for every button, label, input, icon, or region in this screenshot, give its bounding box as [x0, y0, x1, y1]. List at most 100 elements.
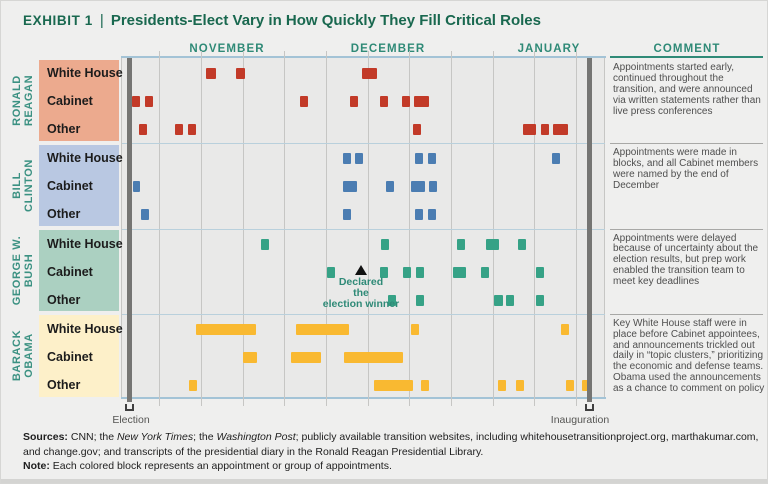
appointment-block	[561, 323, 569, 335]
annotation-line: the	[353, 287, 369, 299]
appointment-block	[343, 153, 351, 165]
month-header-january: JANUARY	[517, 43, 581, 55]
election-bracket-icon	[125, 404, 134, 411]
comment-separator	[610, 143, 763, 144]
inauguration-label: Inauguration	[550, 414, 610, 426]
election-label: Election	[112, 414, 150, 426]
appointment-block	[300, 96, 308, 107]
appointment-block	[566, 379, 574, 391]
gridline	[493, 51, 494, 406]
appointment-block	[457, 238, 465, 250]
appointment-block	[516, 379, 524, 391]
appointment-block	[355, 153, 363, 165]
president-name: BILL CLINTON	[10, 158, 35, 212]
appointment-block	[414, 96, 429, 107]
appointment-block	[486, 238, 499, 250]
sources-text: Sources: CNN; the New York Times; the Wa…	[23, 431, 759, 458]
band-separator	[122, 143, 605, 144]
footer-notes: Sources: CNN; the New York Times; the Wa…	[23, 430, 765, 474]
row-label: Other	[47, 377, 81, 392]
comment-column-rule	[610, 56, 763, 58]
president-label-box	[39, 144, 119, 226]
appointment-block	[553, 124, 568, 135]
appointment-block	[415, 209, 423, 221]
appointment-block	[206, 68, 216, 79]
appointment-block	[415, 153, 423, 165]
plot-bottom-border	[121, 397, 606, 399]
appointment-block	[243, 351, 257, 363]
declared-winner-annotation: Declared the election winner	[301, 277, 421, 310]
appointment-block	[552, 153, 560, 165]
appointment-block	[350, 96, 358, 107]
gridline	[284, 51, 285, 406]
appointment-block	[536, 266, 544, 278]
triangle-marker-icon	[355, 265, 367, 275]
inauguration-bar	[587, 58, 592, 402]
exhibit-label: EXHIBIT 1	[23, 13, 93, 28]
appointment-block	[402, 96, 410, 107]
gridline	[409, 51, 410, 406]
comment-separator	[610, 314, 763, 315]
appointment-block	[388, 294, 396, 306]
appointment-block	[403, 266, 411, 278]
appointment-block	[481, 266, 489, 278]
president-comment: Appointments started early, continued th…	[613, 62, 761, 117]
annotation-line: Declared	[338, 276, 384, 288]
annotation-line: election winner	[322, 298, 400, 310]
appointment-block	[506, 294, 514, 306]
row-label: White House	[47, 66, 123, 80]
appointment-block	[411, 181, 425, 193]
appointment-block	[381, 238, 389, 250]
appointment-block	[296, 323, 349, 335]
president-comment: Key White House staff were in place befo…	[613, 317, 765, 395]
appointment-block	[189, 379, 197, 391]
figure-title: EXHIBIT 1 | Presidents-Elect Vary in How Q…	[23, 12, 541, 29]
row-label: Cabinet	[47, 179, 93, 194]
gridline	[159, 51, 160, 406]
gridline	[576, 51, 577, 406]
appointment-block	[386, 181, 394, 193]
appointment-block	[344, 351, 403, 363]
row-label: White House	[47, 321, 123, 336]
note-text: Note: Each colored block represents an a…	[23, 460, 392, 472]
appointment-block	[523, 124, 536, 135]
appointment-block	[188, 124, 196, 135]
gridline	[201, 51, 202, 406]
election-bar	[127, 58, 132, 402]
row-label: White House	[47, 151, 123, 166]
appointment-block	[291, 351, 321, 363]
row-label: Cabinet	[47, 264, 93, 279]
appointment-block	[327, 266, 335, 278]
appointment-block	[380, 96, 388, 107]
row-label: Other	[47, 207, 81, 222]
appointment-block	[141, 209, 149, 221]
appointment-block	[411, 323, 419, 335]
appointment-block	[494, 294, 503, 306]
row-label: Cabinet	[47, 349, 93, 364]
appointment-block	[175, 124, 183, 135]
gridline	[534, 51, 535, 406]
appointment-block	[145, 96, 153, 107]
inauguration-bracket-icon	[585, 404, 594, 411]
appointment-block	[380, 266, 388, 278]
appointment-block	[453, 266, 466, 278]
appointment-block	[362, 68, 377, 79]
plot-top-border	[121, 56, 606, 58]
gridline	[243, 51, 244, 406]
title-text: Presidents-Elect Vary in How Quickly The…	[110, 12, 541, 29]
appointment-block	[536, 294, 544, 306]
row-label: Other	[47, 122, 81, 136]
row-label: White House	[47, 236, 123, 251]
president-label-box	[39, 59, 119, 141]
comment-header: COMMENT	[653, 43, 721, 55]
appointment-block	[236, 68, 245, 79]
president-label-box	[39, 315, 119, 397]
row-label: Other	[47, 292, 81, 307]
president-comment: Appointments were delayed because of unc…	[613, 232, 759, 288]
title-divider: |	[99, 12, 104, 29]
sources-label: Sources:	[23, 431, 68, 443]
month-header-december: DECEMBER	[350, 43, 426, 55]
appointment-block	[428, 209, 436, 221]
appointment-block	[343, 209, 351, 221]
